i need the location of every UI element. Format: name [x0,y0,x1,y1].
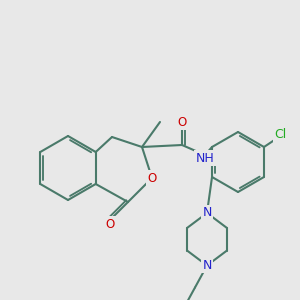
Text: NH: NH [196,152,214,164]
Text: N: N [202,259,212,272]
Text: O: O [177,116,187,128]
Text: O: O [105,218,115,230]
Text: O: O [147,172,157,184]
Text: N: N [202,206,212,220]
Text: Cl: Cl [274,128,286,142]
